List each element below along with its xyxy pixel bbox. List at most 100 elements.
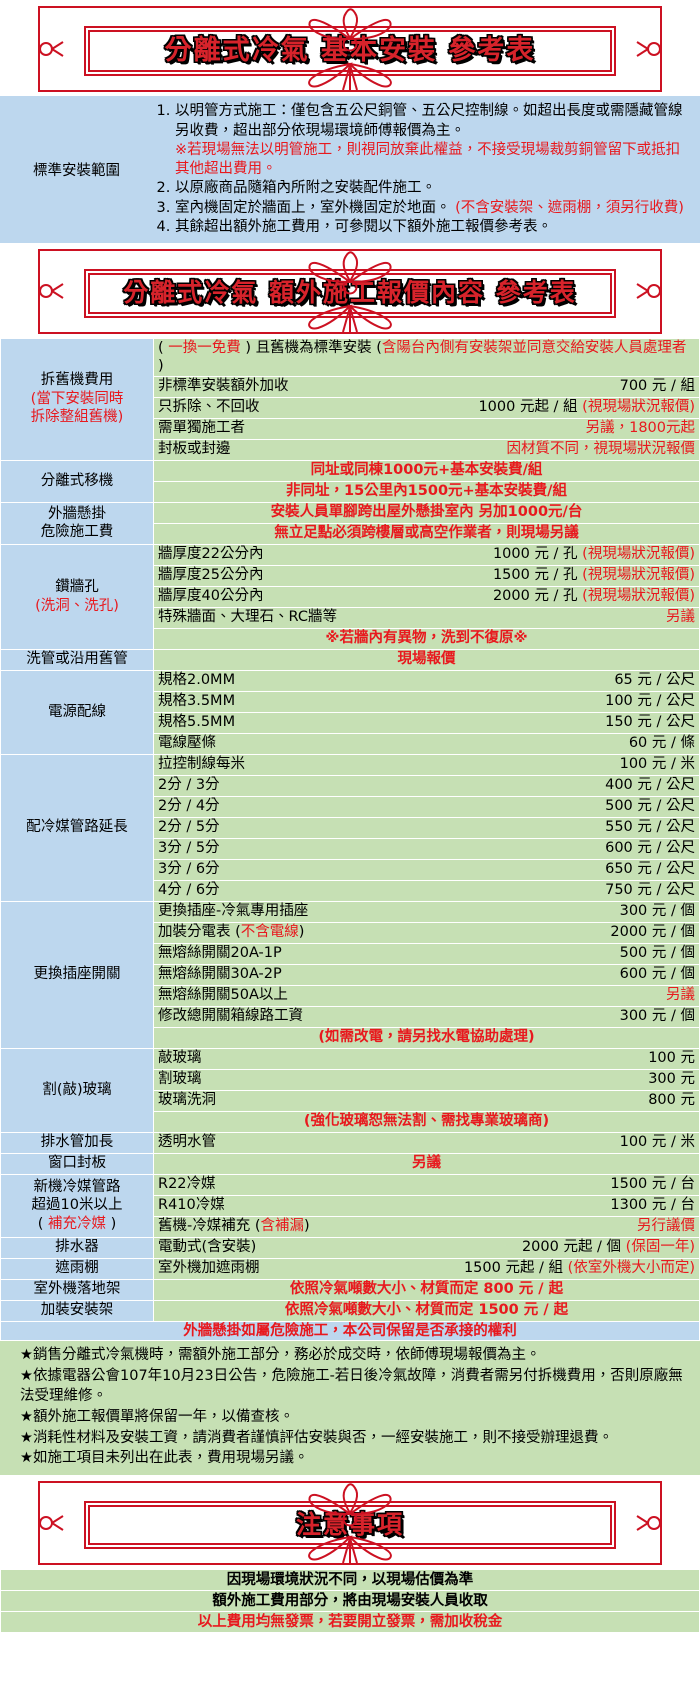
- banner-frame-outer: 分離式冷氣 額外施工報價內容 參考表: [38, 249, 662, 334]
- list-item: 以原廠商品隨箱內所附之安裝配件施工。: [175, 179, 692, 198]
- item-name: 玻璃洗洞: [158, 1092, 216, 1109]
- table-row: 割(敲)玻璃 敲玻璃 100 元: [0, 1047, 700, 1133]
- table-row: 特殊牆面、大理石、RC牆等 另議: [1, 606, 700, 629]
- table-row: 分離式移機 同址或同棟1000元+基本安裝費/組: [0, 459, 700, 503]
- cell-center-note: (如需改電，請另找水電協助處理): [153, 1026, 700, 1049]
- cell-kv: 規格3.5MM 100 元 / 公尺: [153, 690, 700, 713]
- banner-title-extra: 分離式冷氣 額外施工報價內容 參考表: [123, 278, 577, 308]
- group-label-sub: (洗洞、洗孔): [35, 597, 119, 614]
- item-name: 室外機加遮雨棚: [158, 1260, 260, 1277]
- table-row: 2分 / 4分 500 元 / 公尺: [1, 795, 700, 818]
- table-row: 非同址，15公里內1500元+基本安裝費/組: [1, 480, 700, 503]
- banner-frame-inner: 注意事項: [84, 1500, 616, 1549]
- group-label-main: 拆舊機費用: [40, 372, 114, 389]
- item-name: 2分 / 3分: [158, 777, 220, 794]
- cell-center-note: 非同址，15公里內1500元+基本安裝費/組: [153, 480, 700, 503]
- cell-kv: 拉控制線每米 100 元 / 米: [153, 753, 700, 776]
- standard-install-body: 以明管方式施工：僅包含五公尺銅管、五公尺控制線。如超出長度或需隱藏管線另收費，超…: [153, 96, 700, 243]
- item-price: 600 元 / 個: [619, 966, 695, 983]
- banner-title-basic: 分離式冷氣 基本安裝 參考表: [164, 35, 536, 66]
- table-row: 3分 / 6分 650 元 / 公尺: [1, 858, 700, 881]
- item-price: 1300 元 / 台: [610, 1197, 695, 1214]
- footer-note: ★如施工項目未列出在此表，費用現場另議。: [20, 1450, 309, 1467]
- price-main: 1000 元起 / 組: [478, 399, 583, 416]
- cell-kv: 規格5.5MM 150 元 / 公尺: [153, 711, 700, 734]
- banner-frame-inner: 分離式冷氣 額外施工報價內容 參考表: [84, 269, 616, 318]
- table-row: 無熔絲開關30A-2P 600 元 / 個: [1, 963, 700, 986]
- group-label-cell: 排水管加長: [0, 1131, 154, 1154]
- item-name: 封板或封邊: [158, 441, 231, 458]
- item-price: 750 元 / 公尺: [605, 882, 695, 899]
- banner-frame-inner: 分離式冷氣 基本安裝 參考表: [84, 26, 616, 77]
- item-price: 1000 元 / 孔 (視現場狀況報價): [493, 545, 695, 564]
- item-name: 2分 / 4分: [158, 798, 220, 815]
- price-note: (視現場狀況報價): [582, 567, 695, 584]
- item-name: 3分 / 5分: [158, 840, 220, 857]
- banner-extra-work: 分離式冷氣 額外施工報價內容 參考表: [0, 243, 700, 338]
- item-name: 規格2.0MM: [158, 672, 236, 689]
- table-row: 規格5.5MM 150 元 / 公尺: [1, 711, 700, 734]
- item-price: 100 元 / 公尺: [605, 693, 695, 710]
- item-price: 另議: [666, 987, 695, 1004]
- banner-left-knob-icon: [39, 1514, 64, 1531]
- table-row: 只拆除、不回收 1000 元起 / 組 (視現場狀況報價): [1, 396, 700, 419]
- group-label-main: 遮雨棚: [55, 1260, 99, 1277]
- table-row: 修改總開關箱線路工資 300 元 / 個: [1, 1005, 700, 1028]
- item-name: 非標準安裝額外加收: [158, 378, 289, 395]
- table-row: 無熔絲開關50A以上 另議: [1, 984, 700, 1007]
- item-price: 150 元 / 公尺: [605, 714, 695, 731]
- table-row: 額外施工費用部分，將由現場安裝人員收取: [0, 1589, 700, 1612]
- banner-right-knob-icon: [636, 283, 661, 300]
- group-label-sub: ( 補充冷媒 ): [37, 1215, 117, 1232]
- cell-kv: 非標準安裝額外加收 700 元 / 組: [153, 375, 700, 398]
- txt: ): [158, 358, 164, 375]
- txt: ): [298, 924, 305, 941]
- cell-kv: 牆厚度25公分內 1500 元 / 孔 (視現場狀況報價): [153, 564, 700, 587]
- table-row: 玻璃洗洞 800 元: [1, 1089, 700, 1112]
- table-row: 外牆懸掛 危險施工費 安裝人員單腳跨出屋外懸掛室內 另加1000元/台: [0, 501, 700, 545]
- item-name: 規格5.5MM: [158, 714, 236, 731]
- cell-kv: 2分 / 3分 400 元 / 公尺: [153, 774, 700, 797]
- item-price: 100 元 / 米: [619, 756, 695, 773]
- item-price: 2000 元 / 個: [610, 924, 695, 941]
- item-price: 另議: [666, 609, 695, 626]
- item-name: 2分 / 5分: [158, 819, 220, 836]
- table-row: 2分 / 5分 550 元 / 公尺: [1, 816, 700, 839]
- item-price: 700 元 / 組: [619, 378, 695, 395]
- cell-kv: R410冷媒 1300 元 / 台: [153, 1194, 700, 1217]
- cell-kv: 特殊牆面、大理石、RC牆等 另議: [153, 606, 700, 629]
- table-row: (如需改電，請另找水電協助處理): [1, 1026, 700, 1049]
- cell-note: ( 一換一免費 ) 且舊機為標準安裝 (含陽台內側有安裝架並同意交給安裝人員處理…: [153, 337, 700, 377]
- price-main: 2000 元起 / 個: [521, 1239, 626, 1256]
- cell-kv: 只拆除、不回收 1000 元起 / 組 (視現場狀況報價): [153, 396, 700, 419]
- table-row: 鑽牆孔 (洗洞、洗孔) 牆厚度22公分內 1000 元 / 孔 (視現場狀況報價): [0, 543, 700, 650]
- txt: ): [304, 1218, 310, 1235]
- cell-kv: 電動式(含安裝) 2000 元起 / 個 (保固一年): [153, 1236, 700, 1259]
- group-label-main: 室外機落地架: [33, 1281, 121, 1298]
- std-item-note: ※若現場無法以明管施工，則視同放棄此權益，不接受現場裁剪銅管留下或抵扣其他超出費…: [175, 141, 681, 178]
- cell-kv: 需單獨施工者 另議，1800元起: [153, 417, 700, 440]
- group-label-cell: 排水器: [0, 1236, 154, 1259]
- price-main: 1500 元 / 孔: [492, 567, 583, 584]
- item-name: 敲玻璃: [158, 1050, 202, 1067]
- item-name: 只拆除、不回收: [158, 399, 260, 416]
- txt-red: 一換一免費: [168, 339, 241, 356]
- cell-kv: 加裝分電表 (不含電線) 2000 元 / 個: [153, 921, 700, 944]
- group-label-main: 排水管加長: [40, 1134, 114, 1151]
- item-name: 拉控制線每米: [158, 756, 245, 773]
- cell-kv: 2分 / 5分 550 元 / 公尺: [153, 816, 700, 839]
- std-item-text: 以原廠商品隨箱內所附之安裝配件施工。: [175, 180, 436, 197]
- cell-kv: 敲玻璃 100 元: [153, 1047, 700, 1070]
- cell-kv: 室外機加遮雨棚 1500 元起 / 組 (依室外機大小而定): [153, 1257, 700, 1280]
- table-row: 新機冷媒管路 超過10米以上 ( 補充冷媒 ) R22冷媒 1500 元 / 台: [0, 1173, 700, 1238]
- item-name: 無熔絲開關30A-2P: [158, 966, 282, 983]
- table-row: 因現場環境狀況不同，以現場估價為準: [0, 1568, 700, 1591]
- item-price: 另行議價: [637, 1218, 695, 1235]
- item-price: 500 元 / 公尺: [605, 798, 695, 815]
- group-label-main: 窗口封板: [48, 1155, 106, 1172]
- group-label-main: 配冷媒管路延長: [26, 819, 128, 836]
- table-row: 電線壓條 60 元 / 條: [1, 732, 700, 755]
- item-name: 更換插座-冷氣專用插座: [158, 903, 309, 920]
- group-label-cell: 更換插座開關: [0, 900, 154, 1049]
- std-item-text: 以明管方式施工：僅包含五公尺銅管、五公尺控制線。如超出長度或需隱藏管線另收費，超…: [175, 103, 683, 139]
